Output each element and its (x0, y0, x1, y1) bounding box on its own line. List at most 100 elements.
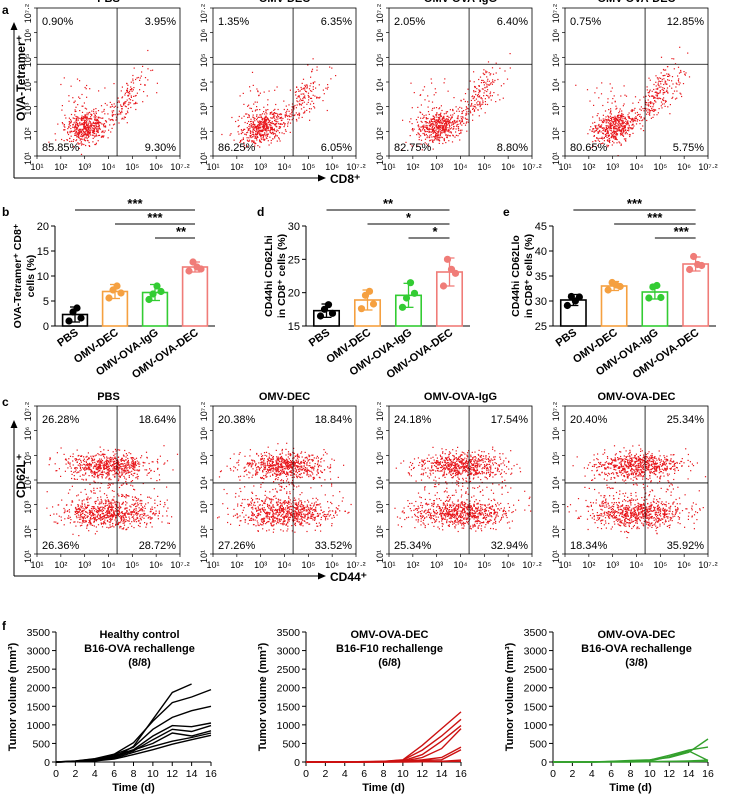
flow-dot (256, 115, 258, 117)
flow-dot (426, 122, 428, 124)
flow-dot (237, 126, 239, 128)
flow-dot (649, 114, 651, 116)
flow-dot (141, 509, 144, 511)
flow-dot (89, 511, 91, 513)
flow-dot (662, 68, 665, 71)
flow-dot (655, 88, 657, 90)
flow-dot (155, 510, 157, 512)
flow-dot (309, 119, 311, 121)
flow-plot: OMV-DEC1.35%6.35%86.25%6.05%10¹10²10³10⁴… (199, 0, 366, 172)
flow-dot (132, 460, 134, 462)
flow-dot (250, 126, 252, 128)
flow-dot (107, 512, 110, 514)
flow-dot (444, 127, 447, 129)
flow-dot (99, 127, 101, 130)
flow-dot (256, 106, 258, 108)
flow-dot (226, 465, 228, 467)
flow-dot (602, 132, 604, 134)
flow-dot (597, 128, 599, 130)
flow-dot (281, 456, 283, 458)
flow-dot (318, 97, 320, 99)
flow-dot (95, 122, 97, 124)
flow-dot (636, 111, 638, 114)
flow-dot (615, 108, 617, 110)
flow-dot (442, 125, 444, 127)
flow-dot (114, 471, 116, 473)
flow-dot (129, 99, 132, 101)
flow-dot (172, 469, 174, 471)
flow-dot (128, 495, 130, 497)
flow-dot (472, 107, 474, 109)
flow-dot (446, 115, 448, 117)
flow-dot (271, 127, 273, 129)
flow-dot (79, 132, 81, 134)
flow-dot (631, 119, 633, 121)
flow-dot (119, 476, 121, 478)
flow-dot (652, 104, 655, 106)
flow-dot (113, 490, 115, 492)
flow-dot (273, 472, 275, 474)
flow-dot (245, 469, 247, 471)
flow-dot (87, 136, 89, 138)
flow-dot (460, 132, 462, 134)
flow-dot (112, 467, 114, 469)
flow-dot (108, 506, 110, 508)
flow-dot (443, 117, 445, 119)
flow-dot (645, 102, 648, 104)
flow-dot (596, 115, 598, 117)
flow-dot (298, 95, 300, 97)
flow-dot (122, 463, 124, 465)
flow-dot (97, 474, 99, 476)
flow-dot (263, 475, 265, 477)
flow-dot (254, 461, 256, 463)
flow-dot (75, 467, 77, 469)
flow-dot (622, 115, 624, 117)
flow-dot (121, 516, 123, 518)
flow-dot (81, 143, 83, 145)
flow-dot (639, 108, 641, 110)
flow-dot (110, 461, 112, 463)
flow-dot (658, 77, 660, 79)
flow-dot (133, 67, 135, 69)
flow-dot (69, 132, 71, 134)
flow-dot (124, 512, 127, 514)
flow-dot (449, 125, 451, 127)
flow-dot (624, 133, 626, 135)
flow-dot (272, 123, 274, 125)
flow-dot (83, 122, 85, 124)
flow-dot (130, 506, 132, 508)
flow-dot (256, 133, 259, 135)
flow-dot (99, 501, 101, 503)
flow-dot (500, 85, 502, 87)
flow-dot (85, 116, 87, 118)
flow-dot (120, 104, 122, 106)
flow-dot (147, 496, 149, 498)
flow-dot (654, 91, 656, 93)
flow-dot (106, 516, 108, 519)
flow-dot (258, 94, 260, 96)
flow-dot (95, 511, 97, 513)
flow-dot (444, 130, 446, 132)
flow-dot (136, 497, 138, 499)
flow-dot (89, 111, 91, 113)
flow-dot (278, 132, 281, 134)
flow-dot (246, 463, 248, 465)
flow-dot (85, 128, 87, 131)
flow-dot (628, 117, 630, 119)
flow-dot (93, 459, 95, 461)
flow-dot (86, 511, 88, 513)
flow-dot (459, 129, 462, 131)
flow-dot (425, 117, 427, 119)
flow-dot (601, 127, 603, 129)
flow-dot (103, 126, 105, 128)
flow-dot (150, 69, 152, 72)
flow-dot (152, 461, 154, 463)
flow-dot (440, 136, 442, 138)
flow-dot (107, 507, 109, 509)
flow-dot (249, 124, 251, 126)
flow-dot (94, 461, 96, 463)
flow-dot (72, 533, 74, 535)
flow-dot (80, 118, 82, 120)
flow-dot (620, 125, 622, 127)
flow-dot (131, 458, 133, 460)
